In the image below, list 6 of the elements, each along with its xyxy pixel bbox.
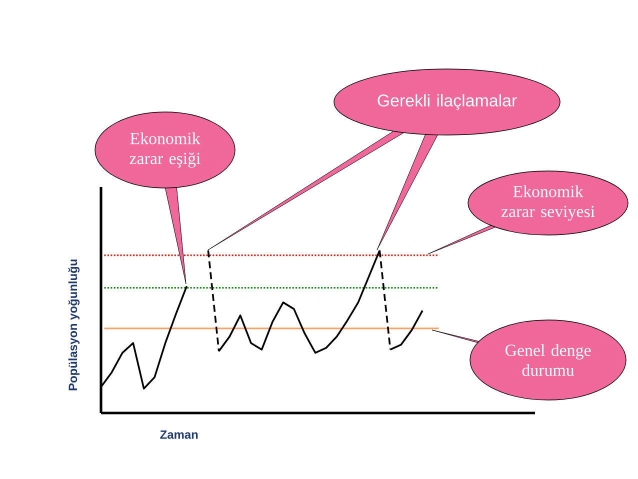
ref-line-label: Genel denge durumu <box>505 344 591 376</box>
text: Gerekli ilaçlamalar <box>378 94 517 110</box>
x-axis-title: Zaman <box>160 430 198 439</box>
y-axis-title: Popülasyon yoğunluğu <box>68 260 80 390</box>
ref-line-label: Ekonomik zarar seviyesi <box>501 185 595 221</box>
ref-line-label: Ekonomik zarar eşiği <box>130 132 200 168</box>
